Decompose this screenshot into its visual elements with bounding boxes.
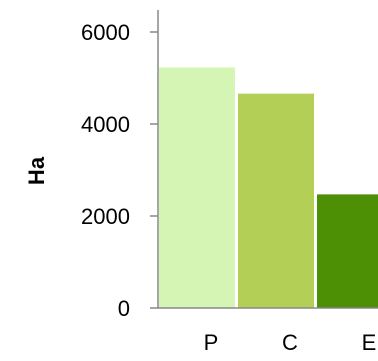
- y-tick-label: 4000: [81, 112, 130, 137]
- y-tick-label: 6000: [81, 20, 130, 45]
- bar-c: [238, 93, 314, 308]
- y-tick-label: 2000: [81, 204, 130, 229]
- bar-e: [317, 194, 378, 308]
- bar-p: [159, 67, 235, 308]
- x-tick-label: P: [204, 330, 219, 355]
- y-axis-label: Ha: [24, 156, 49, 185]
- y-tick-label: 0: [118, 296, 130, 321]
- x-tick-label: E: [362, 330, 377, 355]
- y-axis-ticks: 0 2000 4000 6000: [81, 20, 158, 321]
- x-tick-label: C: [282, 330, 298, 355]
- bars: [159, 67, 378, 308]
